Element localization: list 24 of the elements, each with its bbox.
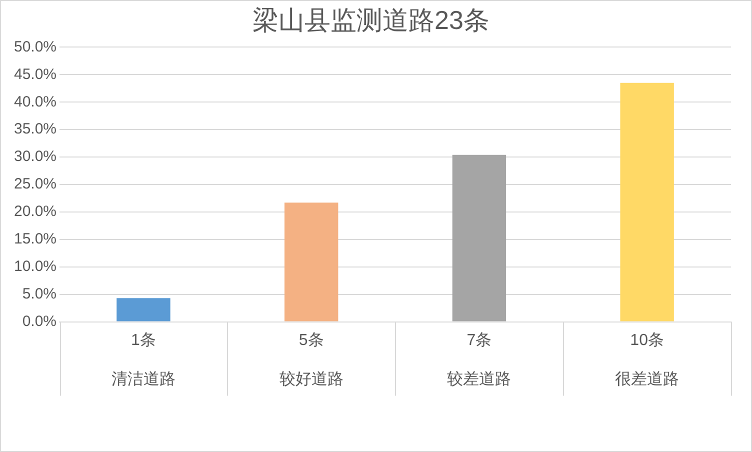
y-tick-label: 10.0% xyxy=(14,258,57,276)
bar xyxy=(452,154,506,322)
y-tick-label: 45.0% xyxy=(14,66,57,83)
y-tick-label: 25.0% xyxy=(14,176,57,193)
chart-title: 梁山县监测道路23条 xyxy=(252,4,490,35)
y-tick-label: 40.0% xyxy=(14,93,57,110)
y-tick-label: 30.0% xyxy=(14,148,57,166)
text: 1条 xyxy=(131,332,156,350)
bar xyxy=(116,298,170,322)
y-tick-label: 20.0% xyxy=(14,203,57,220)
bar xyxy=(284,202,338,322)
x-tick-label: 较好道路 xyxy=(279,370,344,388)
x-tick-label: 很差道路 xyxy=(615,370,680,388)
y-tick-label: 50.0% xyxy=(14,38,57,56)
x-tick-label: 较差道路 xyxy=(447,370,512,388)
y-tick-label: 15.0% xyxy=(14,230,57,248)
text: 7条 xyxy=(466,332,492,350)
bar xyxy=(620,82,674,322)
x-tick-label: 清洁道路 xyxy=(111,370,176,388)
text: 5条 xyxy=(298,332,324,350)
text: 10条 xyxy=(630,332,664,350)
y-tick-label: 35.0% xyxy=(14,120,57,138)
y-tick-label: 5.0% xyxy=(22,285,57,302)
y-tick-label: 0.0% xyxy=(22,312,57,330)
